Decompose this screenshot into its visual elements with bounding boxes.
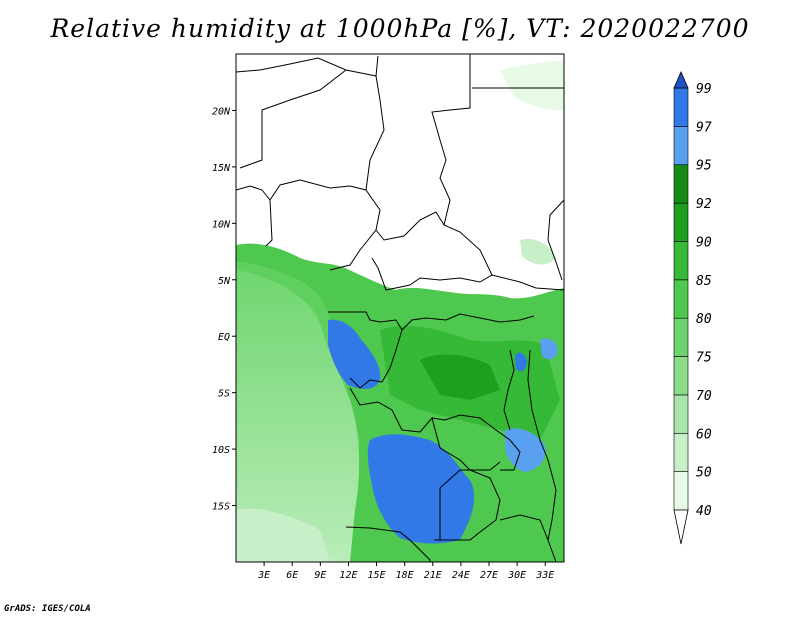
colorbar-box [673,202,689,242]
lon-tick-label: 30E [507,570,526,581]
colorbar-level-label: 99 [696,82,712,97]
map-plot-area [236,54,564,562]
colorbar-box [673,432,689,472]
humidity-light-north [500,60,564,111]
humidity-blue-south [367,434,475,544]
humidity-blue-gabon [328,319,381,389]
lon-tick-label: 21E [424,570,442,581]
colorbar-box [673,126,689,166]
colorbar-box [673,164,689,204]
colorbar-level-label: 40 [696,504,712,519]
humidity-blue-small [540,338,558,360]
lon-tick-label: 15E [368,570,386,581]
credit-label: GrADS: IGES/COLA [4,604,91,614]
colorbar-level-label: 92 [696,197,712,212]
lon-tick-label: 18E [396,570,414,581]
lat-tick-label: 5S [218,389,230,400]
humidity-blue-lake [515,352,527,372]
colorbar-box [673,471,689,511]
lat-tick-label: 10N [212,219,231,230]
humidity-blue-east [505,428,546,472]
colorbar-box [673,241,689,281]
colorbar-level-label: 97 [696,120,712,135]
lat-tick-label: 10S [212,445,230,456]
map-frame [235,53,565,563]
colorbar-low-arrow [673,509,689,545]
lat-tick-label: 15N [212,163,231,174]
colorbar-box [673,317,689,357]
colorbar-box [673,394,689,434]
colorbar-level-label: 70 [696,389,712,404]
lon-tick-label: 24E [452,570,470,581]
latitude-axis: 20N 15N 10N 5N EQ 5S 10S 15S [212,106,236,513]
country-borders [236,54,564,562]
colorbar-level-label: 90 [696,235,712,250]
colorbar-level-label: 50 [696,466,712,481]
colorbar-level-label: 95 [696,159,712,174]
lon-tick-label: 9E [314,570,326,581]
colorbar-high-arrow [673,71,689,89]
lat-tick-label: 20N [212,106,231,117]
lat-tick-label: EQ [218,332,230,343]
colorbar-level-label: 60 [696,427,712,442]
colorbar-level-label: 85 [696,274,712,289]
lon-tick-label: 33E [535,570,554,581]
lon-tick-label: 27E [480,570,498,581]
dry-light-region [236,508,330,562]
lat-tick-label: 15S [212,502,230,513]
lon-tick-label: 6E [286,570,298,581]
lon-tick-label: 12E [339,570,357,581]
sea-region [236,270,360,562]
colorbar-box [673,279,689,319]
colorbar-level-label: 75 [696,351,712,366]
humidity-light-patch [520,238,556,265]
longitude-axis: 3E 6E 9E 12E 15E 18E 21E 24E 27E 30E 33E [257,562,554,581]
colorbar-level-label: 80 [696,312,712,327]
chart-title: Relative humidity at 1000hPa [%], VT: 20… [50,14,750,43]
colorbar-box [673,356,689,396]
lon-tick-label: 3E [257,570,270,581]
lat-tick-label: 5N [218,276,231,287]
humidity-field-darker [420,354,500,400]
colorbar: 40 50 60 70 75 80 85 90 92 95 97 99 [673,71,712,545]
colorbar-box [673,87,689,127]
